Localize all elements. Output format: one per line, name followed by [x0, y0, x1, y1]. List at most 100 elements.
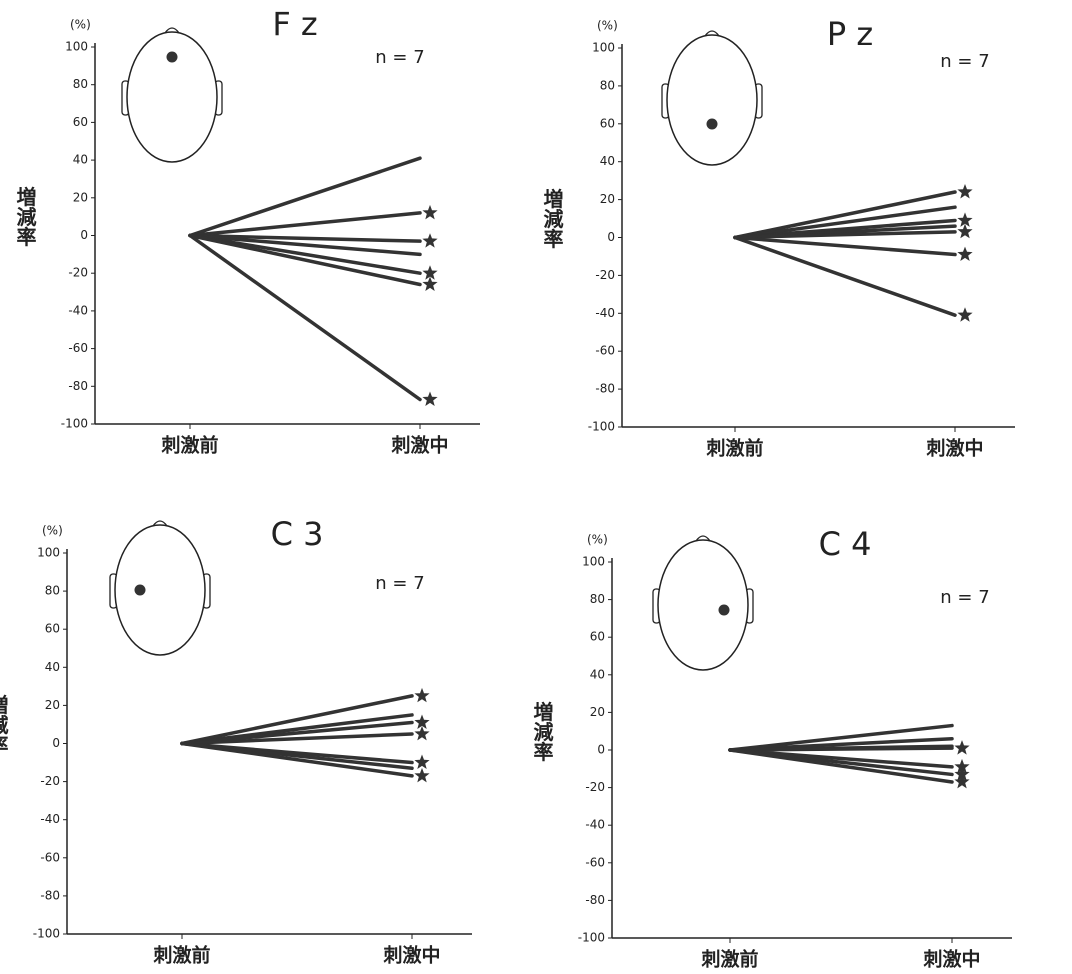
chart-title: C 3 [271, 515, 324, 553]
y-axis-label: 増減率 [540, 187, 564, 249]
y-tick-label: 100 [65, 40, 88, 54]
y-tick-label: 100 [592, 41, 615, 55]
y-tick-label: -80 [68, 379, 88, 393]
head [114, 524, 206, 656]
series-line [733, 230, 957, 240]
series-line [188, 233, 422, 275]
y-tick-label: -40 [40, 812, 60, 826]
annotation: n = 7 [940, 51, 989, 72]
y-tick-label: 60 [600, 116, 615, 130]
x-tick-label: 刺激中 [383, 944, 440, 967]
y-tick-label: 0 [80, 228, 88, 242]
y-tick-label: -20 [40, 774, 60, 788]
y-tick-label: -40 [68, 303, 88, 317]
y-tick-label: -80 [595, 382, 615, 396]
series-line [180, 694, 414, 746]
y-tick-label: 20 [600, 192, 615, 206]
unit-label: (%) [70, 18, 91, 32]
y-tick-label: 20 [45, 698, 60, 712]
series-line [188, 211, 422, 238]
significance-star [422, 391, 438, 406]
significance-star [414, 754, 430, 769]
head-nose [152, 520, 168, 527]
significance-star [957, 184, 973, 199]
y-tick-label: -60 [595, 344, 615, 358]
significance-star [414, 687, 430, 703]
head [657, 539, 749, 671]
chart-title: P z [827, 15, 873, 53]
unit-label: (%) [42, 524, 63, 538]
y-tick-label: 20 [73, 190, 88, 204]
y-tick-label: -60 [585, 855, 605, 869]
y-tick-label: -40 [595, 306, 615, 320]
y-tick-label: 60 [590, 630, 605, 644]
y-tick-label: 40 [590, 667, 605, 681]
y-tick-label: -100 [61, 417, 88, 431]
unit-label: (%) [597, 19, 618, 33]
y-tick-label: 0 [52, 736, 60, 750]
series-line [180, 732, 414, 746]
y-tick-label: 80 [600, 78, 615, 92]
y-tick-label: 40 [73, 153, 88, 167]
y-tick-label: 100 [582, 555, 605, 569]
significance-star [414, 767, 430, 783]
y-tick-label: -20 [68, 266, 88, 280]
chart-title: F z [272, 5, 317, 43]
significance-star [957, 212, 973, 227]
y-tick-label: -20 [585, 780, 605, 794]
y-axis-label: 増減率 [530, 700, 554, 762]
series-line [188, 156, 422, 238]
series-line [188, 233, 422, 243]
significance-star [422, 233, 438, 248]
annotation: n = 7 [940, 587, 989, 608]
y-axis-label: 増減率 [0, 693, 9, 755]
head-nose [695, 535, 711, 542]
series-line [188, 233, 422, 287]
y-tick-label: 100 [37, 546, 60, 560]
y-tick-label: 80 [45, 584, 60, 598]
significance-star [422, 204, 438, 220]
y-tick-label: -100 [33, 927, 60, 941]
y-tick-label: 0 [607, 230, 615, 244]
series-line [180, 741, 414, 778]
x-tick-label: 刺激前 [161, 434, 218, 457]
series-line [733, 205, 957, 240]
head-nose [704, 30, 720, 37]
y-tick-label: -100 [578, 931, 605, 945]
electrode [706, 118, 718, 130]
y-tick-label: 60 [45, 622, 60, 636]
unit-label: (%) [587, 533, 608, 547]
electrode [166, 51, 178, 63]
significance-star [414, 714, 430, 729]
y-tick-label: -80 [40, 888, 60, 902]
y-tick-label: -100 [588, 420, 615, 434]
x-tick-label: 刺激中 [926, 437, 983, 460]
y-axis-label: 増減率 [13, 185, 37, 247]
y-tick-label: -20 [595, 268, 615, 282]
y-tick-label: 0 [597, 743, 605, 757]
y-tick-label: 80 [590, 592, 605, 606]
series-line [733, 190, 957, 240]
series-line [728, 748, 954, 784]
series-line [188, 233, 422, 402]
y-tick-label: 80 [73, 77, 88, 91]
y-tick-label: -60 [68, 341, 88, 355]
x-tick-label: 刺激中 [391, 434, 448, 457]
chart-title: C 4 [819, 525, 872, 563]
electrode [718, 604, 730, 616]
y-tick-label: -60 [40, 850, 60, 864]
significance-star [954, 740, 970, 755]
significance-star [957, 223, 973, 239]
y-tick-label: 40 [600, 154, 615, 168]
series-line [728, 723, 954, 752]
y-tick-label: -80 [585, 893, 605, 907]
y-tick-label: 40 [45, 660, 60, 674]
series-line [733, 235, 957, 317]
y-tick-label: -40 [585, 818, 605, 832]
head [666, 34, 758, 166]
significance-star [954, 766, 970, 781]
x-tick-label: 刺激中 [923, 948, 980, 971]
annotation: n = 7 [375, 573, 424, 594]
head-nose [164, 27, 180, 34]
